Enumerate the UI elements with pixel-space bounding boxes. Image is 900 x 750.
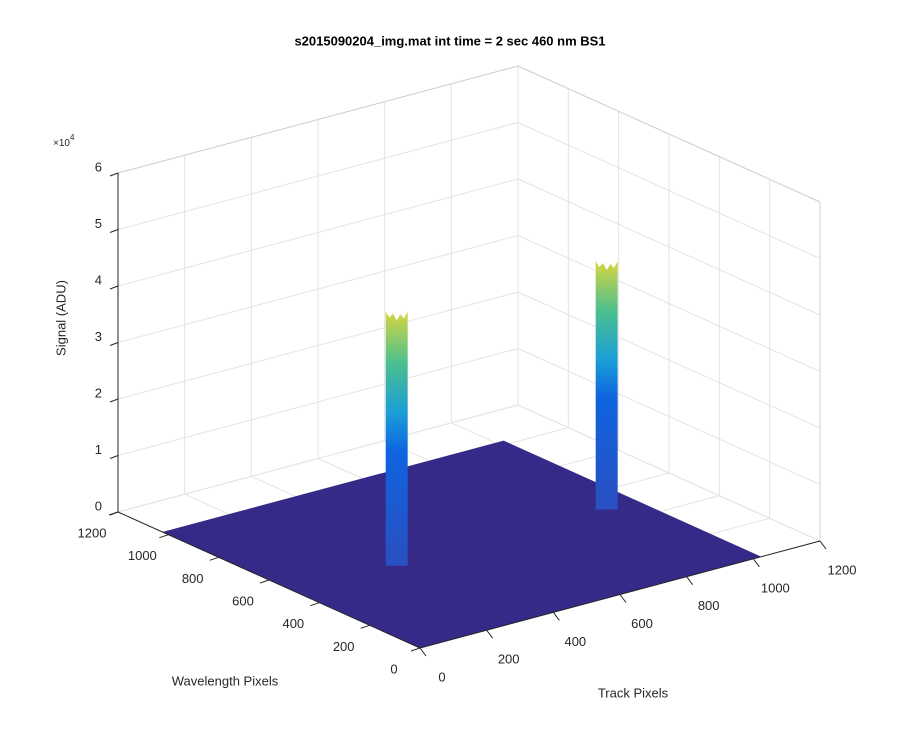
y-axis-label: Wavelength Pixels (172, 673, 279, 688)
z-tick (109, 398, 119, 403)
chart-title: s2015090204_img.mat int time = 2 sec 460… (294, 33, 605, 48)
y-tick (259, 579, 270, 584)
z-tick-label: 5 (95, 216, 102, 231)
grid-line (117, 178, 519, 287)
z-axis-label: Signal (ADU) (53, 280, 68, 356)
z-tick-label: 0 (95, 498, 102, 513)
grid-line (517, 404, 821, 542)
y-tick-label: 400 (282, 616, 304, 631)
y-tick-label: 600 (232, 593, 254, 608)
z-tick (109, 342, 119, 346)
x-tick-label: 1000 (761, 580, 790, 595)
x-tick-label: 200 (498, 652, 520, 667)
y-tick (410, 647, 421, 652)
z-tick (109, 455, 119, 459)
y-tick (159, 534, 169, 539)
x-tick-label: 1200 (828, 562, 857, 577)
z-tick-label: 2 (95, 385, 102, 400)
box-edge (517, 65, 821, 203)
x-tick-label: 0 (438, 669, 445, 684)
z-multiplier: ×104 (53, 133, 75, 149)
x-tick (686, 576, 694, 585)
grid-line (117, 291, 519, 400)
x-tick (819, 540, 827, 550)
grid-line (517, 348, 821, 485)
x-tick-label: 600 (631, 616, 653, 631)
x-tick (619, 594, 627, 603)
grid-line (517, 178, 821, 316)
surface-peak (385, 311, 408, 566)
grid-line (117, 122, 519, 230)
y-tick-label: 1000 (128, 548, 157, 563)
x-tick-label: 400 (564, 634, 586, 649)
grid-line (517, 291, 821, 429)
y-tick-label: 1200 (78, 525, 107, 540)
x-tick (486, 629, 494, 639)
x-tick (752, 558, 760, 568)
z-multiplier-base: ×10 (53, 138, 70, 149)
surface-floor (162, 440, 762, 648)
z-tick (109, 285, 119, 290)
z-tick-label: 6 (95, 159, 102, 174)
grid-line (117, 404, 519, 513)
grid-line (517, 235, 821, 372)
grid-line (117, 348, 519, 456)
y-tick (360, 624, 370, 629)
grid-line (117, 235, 519, 343)
surface-peak (595, 260, 618, 510)
y-tick (310, 602, 320, 607)
x-tick-label: 800 (698, 598, 720, 613)
z-tick (109, 172, 119, 177)
z-tick (109, 511, 119, 516)
y-tick-label: 800 (182, 571, 204, 586)
grid-line (517, 122, 821, 259)
z-multiplier-power: 4 (70, 133, 75, 142)
x-axis-label: Track Pixels (598, 685, 669, 700)
x-tick (552, 612, 560, 621)
y-tick (209, 556, 219, 561)
z-tick-label: 4 (95, 272, 102, 287)
box-edge (117, 65, 519, 174)
x-tick (419, 647, 427, 657)
z-tick (109, 229, 119, 233)
z-tick-label: 1 (95, 442, 102, 457)
y-tick-label: 0 (390, 661, 397, 676)
z-tick-label: 3 (95, 329, 102, 344)
y-tick-label: 200 (333, 639, 355, 654)
